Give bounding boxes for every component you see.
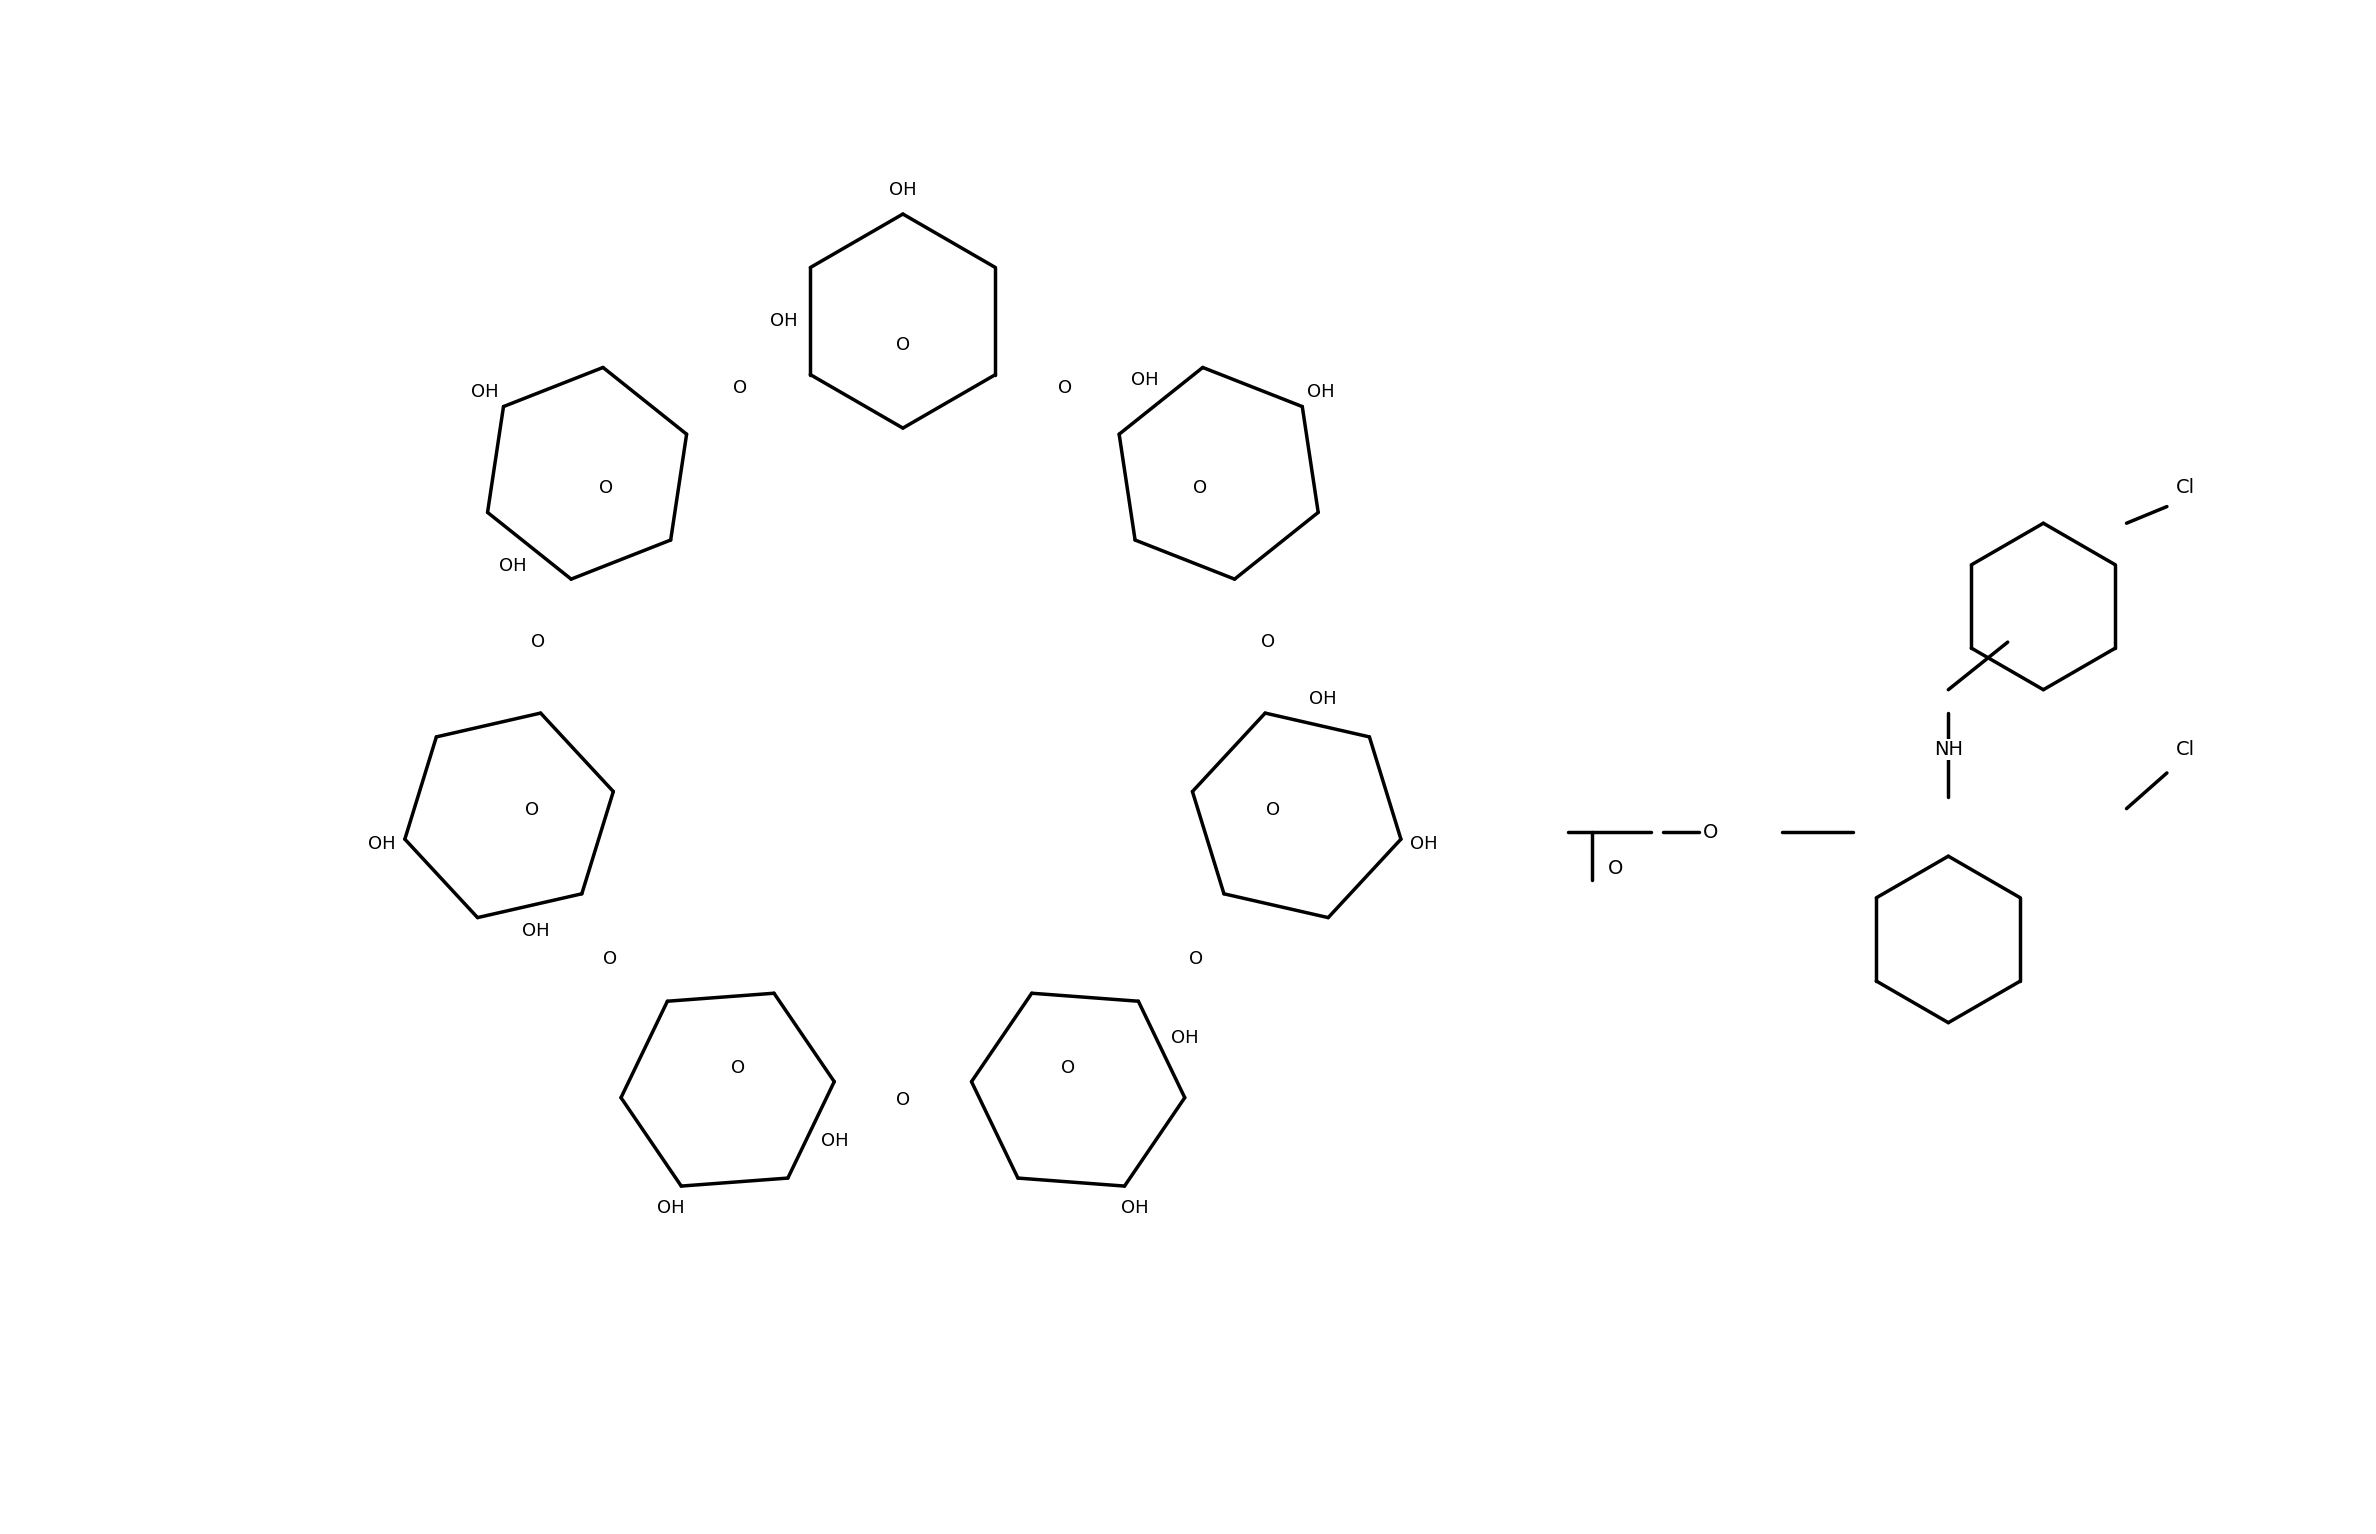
Text: O: O <box>734 379 748 397</box>
Text: Cl: Cl <box>2176 739 2195 759</box>
Text: O: O <box>896 336 910 354</box>
Text: O: O <box>604 950 618 968</box>
Text: OH: OH <box>1131 371 1159 390</box>
Text: OH: OH <box>1309 690 1338 709</box>
Text: O: O <box>1193 479 1207 497</box>
Text: OH: OH <box>1307 384 1335 400</box>
Text: O: O <box>1057 379 1072 397</box>
Text: O: O <box>732 1058 746 1077</box>
Text: O: O <box>1609 859 1623 877</box>
Text: OH: OH <box>523 922 549 940</box>
Text: OH: OH <box>889 181 917 199</box>
Text: Cl: Cl <box>2176 479 2195 497</box>
Text: O: O <box>1060 1058 1074 1077</box>
Text: O: O <box>1262 634 1276 650</box>
Text: OH: OH <box>1121 1198 1148 1216</box>
Text: OH: OH <box>1411 836 1437 853</box>
Text: OH: OH <box>470 384 499 400</box>
Text: OH: OH <box>1171 1029 1200 1048</box>
Text: O: O <box>525 801 539 819</box>
Text: OH: OH <box>770 311 798 330</box>
Text: O: O <box>1704 822 1718 842</box>
Text: O: O <box>1266 801 1281 819</box>
Text: OH: OH <box>499 557 527 575</box>
Text: OH: OH <box>658 1198 684 1216</box>
Text: OH: OH <box>820 1132 848 1150</box>
Text: O: O <box>530 634 544 650</box>
Text: O: O <box>896 1091 910 1109</box>
Text: OH: OH <box>368 836 394 853</box>
Text: O: O <box>1188 950 1202 968</box>
Text: O: O <box>599 479 613 497</box>
Text: NH: NH <box>1934 739 1963 759</box>
